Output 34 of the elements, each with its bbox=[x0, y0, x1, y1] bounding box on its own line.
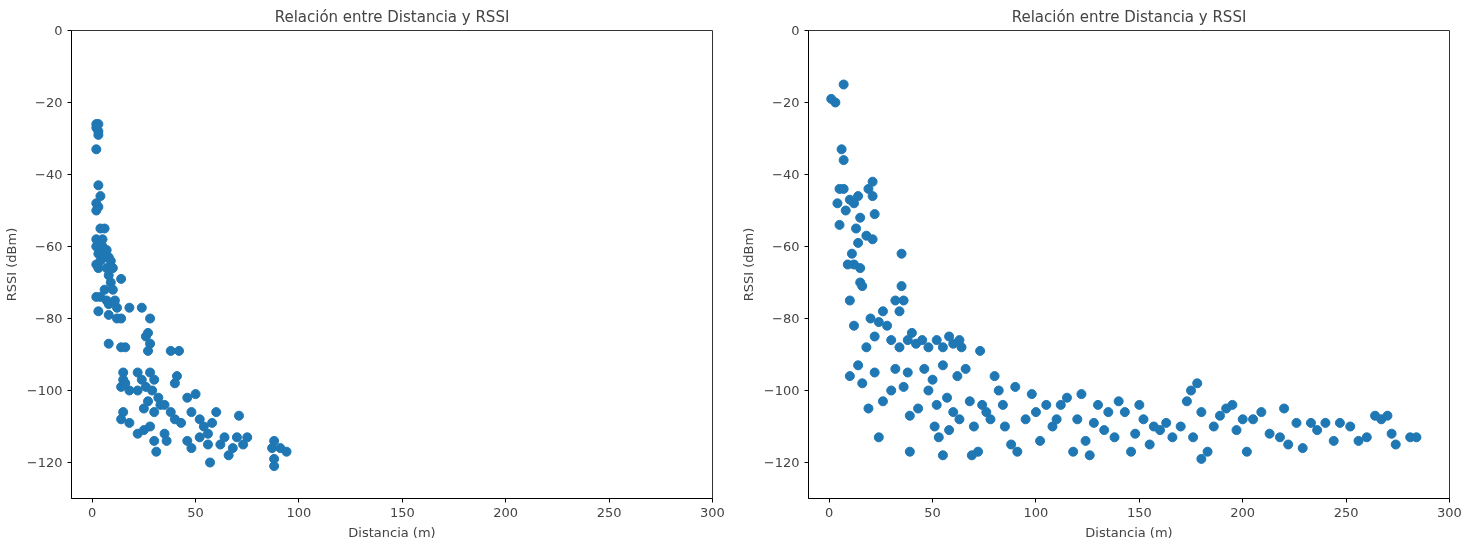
y-tick-label: −100 bbox=[763, 383, 800, 398]
chart-title: Relación entre Distancia y RSSI bbox=[274, 7, 510, 26]
y-tick-label: −40 bbox=[772, 167, 800, 182]
y-tick-label: −80 bbox=[772, 311, 800, 326]
y-tick-label: −20 bbox=[35, 95, 63, 110]
x-tick-label: 200 bbox=[493, 504, 519, 520]
y-tick-label: 0 bbox=[54, 23, 63, 38]
chart-title: Relación entre Distancia y RSSI bbox=[1011, 7, 1247, 26]
x-tick-label: 100 bbox=[1023, 504, 1049, 520]
x-tick-label: 300 bbox=[700, 504, 725, 520]
y-tick-label: 0 bbox=[791, 23, 800, 38]
x-tick-label: 150 bbox=[389, 504, 415, 520]
x-tick-label: 50 bbox=[924, 504, 941, 520]
y-tick-label: −80 bbox=[35, 311, 63, 326]
x-tick-label: 300 bbox=[1437, 504, 1462, 520]
x-tick-label: 200 bbox=[1230, 504, 1256, 520]
x-axis-title: Distancia (m) bbox=[1085, 524, 1173, 540]
x-tick-label: 250 bbox=[1333, 504, 1359, 520]
y-tick-label: −120 bbox=[26, 455, 63, 470]
x-tick-label: 50 bbox=[187, 504, 204, 520]
y-tick-label: −40 bbox=[35, 167, 63, 182]
y-tick-label: −60 bbox=[772, 239, 800, 254]
x-tick-label: 250 bbox=[596, 504, 622, 520]
y-axis-title: RSSI (dBm) bbox=[740, 227, 756, 302]
y-tick-label: −100 bbox=[26, 383, 63, 398]
y-tick-label: −60 bbox=[35, 239, 63, 254]
x-tick-label: 0 bbox=[825, 504, 834, 520]
x-axis-title: Distancia (m) bbox=[348, 524, 436, 540]
y-axis-title: RSSI (dBm) bbox=[3, 227, 19, 302]
x-tick-label: 150 bbox=[1126, 504, 1152, 520]
x-tick-label: 100 bbox=[286, 504, 312, 520]
y-tick-label: −20 bbox=[772, 95, 800, 110]
x-tick-label: 0 bbox=[88, 504, 97, 520]
y-tick-label: −120 bbox=[763, 455, 800, 470]
